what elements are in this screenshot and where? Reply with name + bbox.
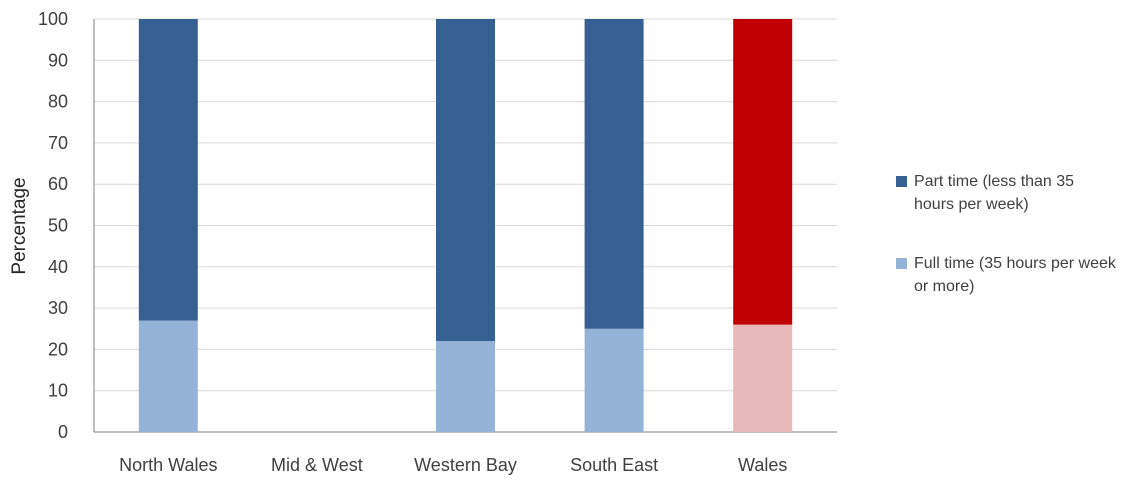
bar-full-time bbox=[584, 328, 644, 432]
y-tick-label: 10 bbox=[48, 381, 68, 401]
y-tick-label: 40 bbox=[48, 257, 68, 277]
legend-swatch-part-time bbox=[896, 176, 907, 187]
y-tick-label: 30 bbox=[48, 298, 68, 318]
bar-full-time bbox=[436, 341, 495, 432]
bar-part-time bbox=[733, 19, 793, 325]
legend-item-part-time: Part time (less than 35 hours per week) bbox=[896, 170, 1116, 216]
legend: Part time (less than 35 hours per week) … bbox=[896, 170, 1116, 334]
y-tick-label: 20 bbox=[48, 339, 68, 359]
y-tick-label: 100 bbox=[38, 9, 68, 29]
y-tick-label: 90 bbox=[48, 50, 68, 70]
bar-part-time bbox=[436, 19, 495, 342]
legend-swatch-full-time bbox=[896, 258, 907, 269]
y-tick-label: 0 bbox=[58, 422, 68, 442]
y-axis-ticks: 0 10 20 30 40 50 60 70 80 90 100 bbox=[38, 9, 68, 442]
x-tick-label: Western Bay bbox=[414, 455, 517, 475]
y-tick-label: 50 bbox=[48, 216, 68, 236]
bar-full-time bbox=[138, 320, 198, 432]
bar-part-time bbox=[584, 19, 644, 329]
x-axis-ticks: North Wales Mid & West Western Bay South Ea… bbox=[119, 455, 787, 475]
x-tick-label: South East bbox=[570, 455, 658, 475]
bar-full-time bbox=[733, 324, 793, 432]
x-tick-label: Wales bbox=[738, 455, 787, 475]
legend-label-part-time: Part time (less than 35 hours per week) bbox=[914, 173, 1075, 213]
legend-label-full-time: Full time (35 hours per week or more) bbox=[914, 255, 1116, 295]
y-tick-label: 70 bbox=[48, 133, 68, 153]
y-tick-label: 80 bbox=[48, 92, 68, 112]
y-axis-label: Percentage bbox=[9, 177, 30, 274]
bar-part-time bbox=[138, 19, 198, 321]
legend-item-full-time: Full time (35 hours per week or more) bbox=[896, 252, 1116, 298]
x-tick-label: North Wales bbox=[119, 455, 217, 475]
y-tick-label: 60 bbox=[48, 174, 68, 194]
x-tick-label: Mid & West bbox=[271, 455, 363, 475]
bars bbox=[138, 19, 793, 432]
